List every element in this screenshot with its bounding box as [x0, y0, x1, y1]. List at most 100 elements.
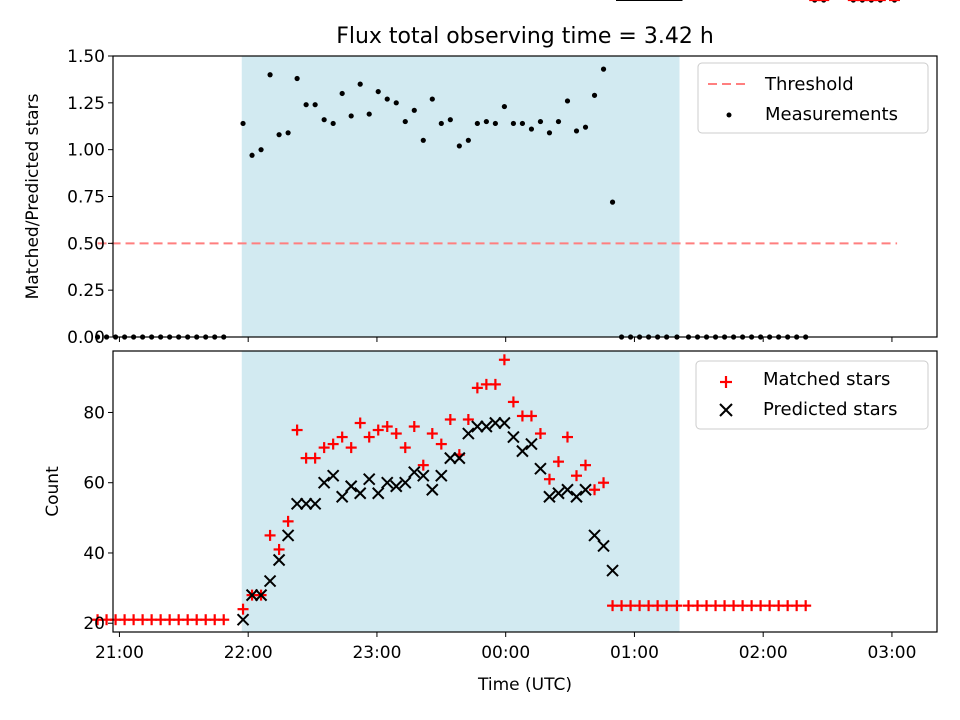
matched-star-point	[426, 428, 438, 440]
matched-star-point	[273, 543, 285, 555]
matched-star-point	[671, 600, 683, 612]
top-legend-box	[697, 62, 929, 134]
bottom-y-axis-ticks: 20 40 60 80	[83, 403, 113, 634]
matched-star-point	[399, 442, 411, 454]
predicted-star-point	[570, 490, 583, 503]
predicted-star-stroke	[561, 483, 574, 496]
predicted-star-stroke	[534, 462, 547, 475]
predicted-star-stroke	[552, 487, 565, 500]
top-ytick-label: 0.25	[67, 281, 105, 301]
matched-star-point	[580, 459, 592, 471]
predicted-star-stroke	[471, 420, 484, 433]
predicted-star-point	[480, 420, 493, 433]
predicted-star-point	[552, 487, 565, 500]
bot-ytick-label: 80	[83, 403, 105, 423]
predicted-star-stroke	[579, 483, 592, 496]
matched-star-point	[291, 424, 303, 436]
legend-threshold-label: Threshold	[764, 74, 854, 95]
predicted-star-point	[435, 469, 448, 482]
predicted-star-stroke	[272, 553, 286, 567]
measurement-point	[103, 334, 110, 340]
predicted-star-stroke	[236, 613, 250, 626]
predicted-star-stroke	[263, 574, 277, 588]
measurement-point	[339, 90, 345, 97]
predicted-star-stroke	[606, 564, 619, 577]
bottom-panel: 20 40 60 80 21:00 22:00 23:00 00:00 01:00 02:00 0…	[43, 0, 938, 695]
matched-star-point	[408, 421, 420, 433]
chart-title: Flux total observing time = 3.42 h	[336, 24, 714, 49]
predicted-star-stroke	[281, 529, 295, 542]
bottom-observing-window	[241, 351, 680, 632]
predicted-star-point	[534, 462, 547, 475]
measurement-point	[519, 120, 526, 127]
predicted-star-point	[272, 553, 286, 567]
matched-star-point	[598, 477, 610, 489]
matched-star-point	[318, 442, 330, 454]
predicted-star-point	[543, 490, 556, 503]
matched-star-point	[282, 515, 294, 527]
predicted-star-point	[417, 469, 430, 482]
matched-star-point	[661, 600, 673, 612]
matched-star-point	[571, 470, 582, 482]
predicted-star-stroke	[326, 469, 340, 482]
predicted-star-point	[471, 420, 484, 433]
predicted-star-stroke	[308, 497, 322, 511]
matched-star-point	[462, 413, 474, 425]
x-tick-label: 03:00	[867, 643, 916, 663]
measurement-point	[456, 143, 462, 149]
predicted-star-point	[462, 427, 475, 440]
top-ytick-label: 0.75	[67, 188, 105, 208]
predicted-star-stroke	[317, 476, 331, 489]
predicted-star-stroke	[543, 490, 556, 503]
measurement-point	[411, 107, 417, 113]
measurement-point	[94, 334, 101, 340]
predicted-star-point	[245, 588, 259, 602]
top-ytick-label: 1.25	[67, 94, 105, 114]
predicted-star-point	[335, 490, 349, 503]
predicted-star-stroke	[426, 483, 439, 496]
matched-star-point	[589, 484, 601, 496]
predicted-star-stroke	[363, 472, 376, 486]
measurement-point	[357, 81, 363, 87]
top-ytick-label: 0.50	[67, 234, 105, 254]
predicted-star-point	[588, 529, 601, 542]
predicted-star-point	[426, 483, 439, 496]
matched-star-point	[561, 431, 573, 443]
bot-ytick-label: 60	[83, 474, 105, 494]
predicted-star-point	[290, 497, 304, 511]
predicted-star-point	[453, 451, 466, 465]
measurement-point	[420, 137, 426, 143]
predicted-star-stroke	[453, 451, 466, 465]
measurement-point	[447, 117, 453, 123]
predicted-star-stroke	[245, 588, 259, 602]
predicted-star-stroke	[462, 427, 475, 440]
measurement-point	[501, 103, 507, 110]
measurement-point	[492, 120, 498, 127]
predicted-star-stroke	[390, 480, 403, 493]
predicted-star-point	[317, 476, 331, 489]
predicted-star-point	[516, 444, 529, 458]
measurement-point	[465, 137, 471, 143]
predicted-star-point	[525, 437, 538, 451]
predicted-star-stroke	[335, 490, 349, 503]
predicted-star-point	[561, 483, 574, 496]
measurement-point	[249, 152, 255, 158]
predicted-star-stroke	[399, 476, 412, 489]
matched-star-point	[363, 431, 375, 443]
predicted-star-stroke	[444, 451, 457, 465]
legend-measurements-swatch	[726, 112, 732, 118]
predicted-star-point	[381, 476, 394, 489]
predicted-star-point	[507, 430, 520, 444]
predicted-star-point	[254, 588, 268, 602]
top-ytick-label: 0.00	[67, 328, 105, 348]
top-panel: 0.00 0.25 0.50 0.75 1.00 1.25 1.50 Matched/Pre…	[23, 0, 938, 348]
predicted-star-stroke	[299, 497, 313, 511]
matched-star-point	[309, 452, 321, 464]
measurement-point	[375, 88, 381, 95]
measurement-point	[546, 130, 553, 136]
predicted-star-stroke	[254, 588, 268, 602]
matched-star-point	[489, 378, 501, 390]
predicted-star-point	[299, 497, 313, 511]
predicted-star-stroke	[381, 476, 394, 489]
matched-star-point	[552, 456, 564, 468]
